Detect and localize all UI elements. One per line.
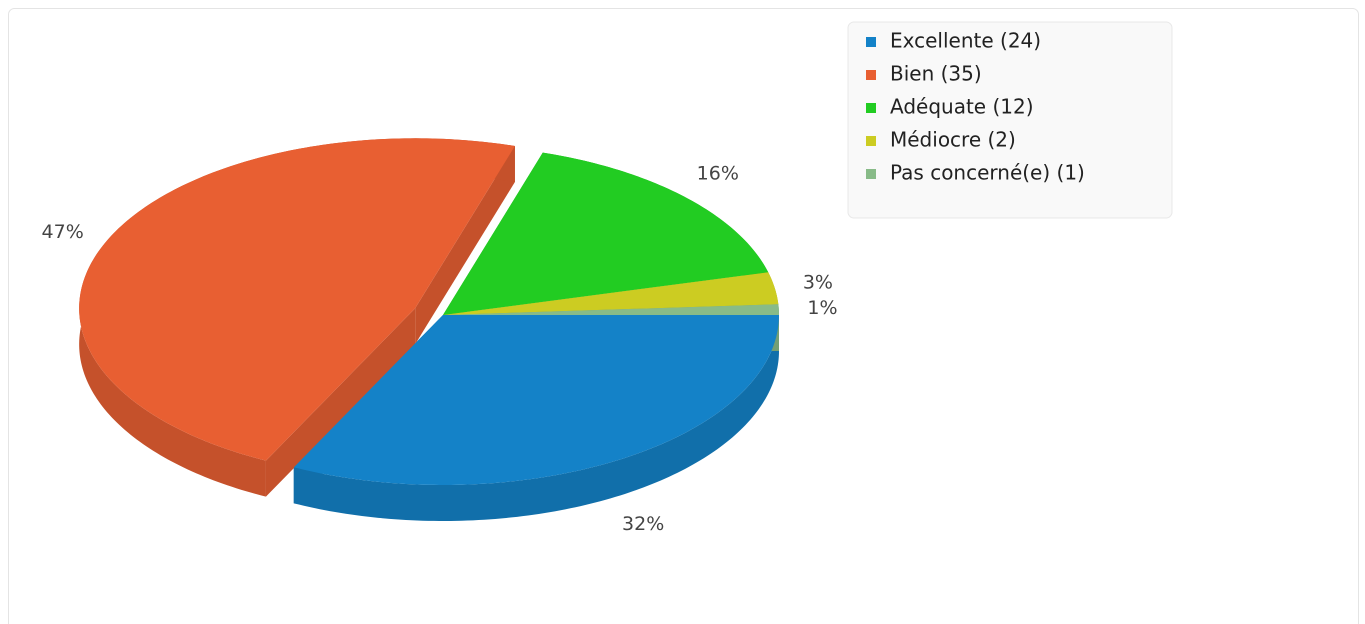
data-label: 16% bbox=[697, 163, 739, 185]
legend-label: Pas concerné(e) (1) bbox=[890, 161, 1085, 185]
slice bbox=[443, 152, 769, 315]
legend-swatch bbox=[866, 136, 876, 146]
legend-label: Médiocre (2) bbox=[890, 128, 1016, 152]
data-label: 32% bbox=[622, 513, 664, 535]
legend-swatch bbox=[866, 70, 876, 80]
legend-swatch bbox=[866, 169, 876, 179]
slice-wall bbox=[265, 308, 416, 497]
legend: Excellente (24) Bien (35) Adéquate (12) Méd… bbox=[866, 29, 1085, 185]
data-label: 47% bbox=[42, 221, 84, 243]
slice bbox=[79, 138, 515, 461]
legend-box bbox=[847, 21, 1173, 219]
slice bbox=[443, 304, 779, 315]
legend-swatch bbox=[866, 37, 876, 47]
slice bbox=[443, 272, 779, 315]
slice-side bbox=[293, 315, 779, 521]
slice bbox=[293, 315, 779, 485]
legend-swatch bbox=[866, 103, 876, 113]
slice-wall bbox=[415, 145, 515, 345]
data-label: 1% bbox=[807, 297, 837, 319]
data-label: 3% bbox=[803, 271, 833, 293]
legend-label: Excellente (24) bbox=[890, 29, 1041, 53]
legend-label: Adéquate (12) bbox=[890, 95, 1034, 119]
labels: 32% 47% 16% 3% 1% bbox=[42, 163, 838, 535]
legend-label: Bien (35) bbox=[890, 62, 982, 86]
tops bbox=[79, 138, 779, 485]
